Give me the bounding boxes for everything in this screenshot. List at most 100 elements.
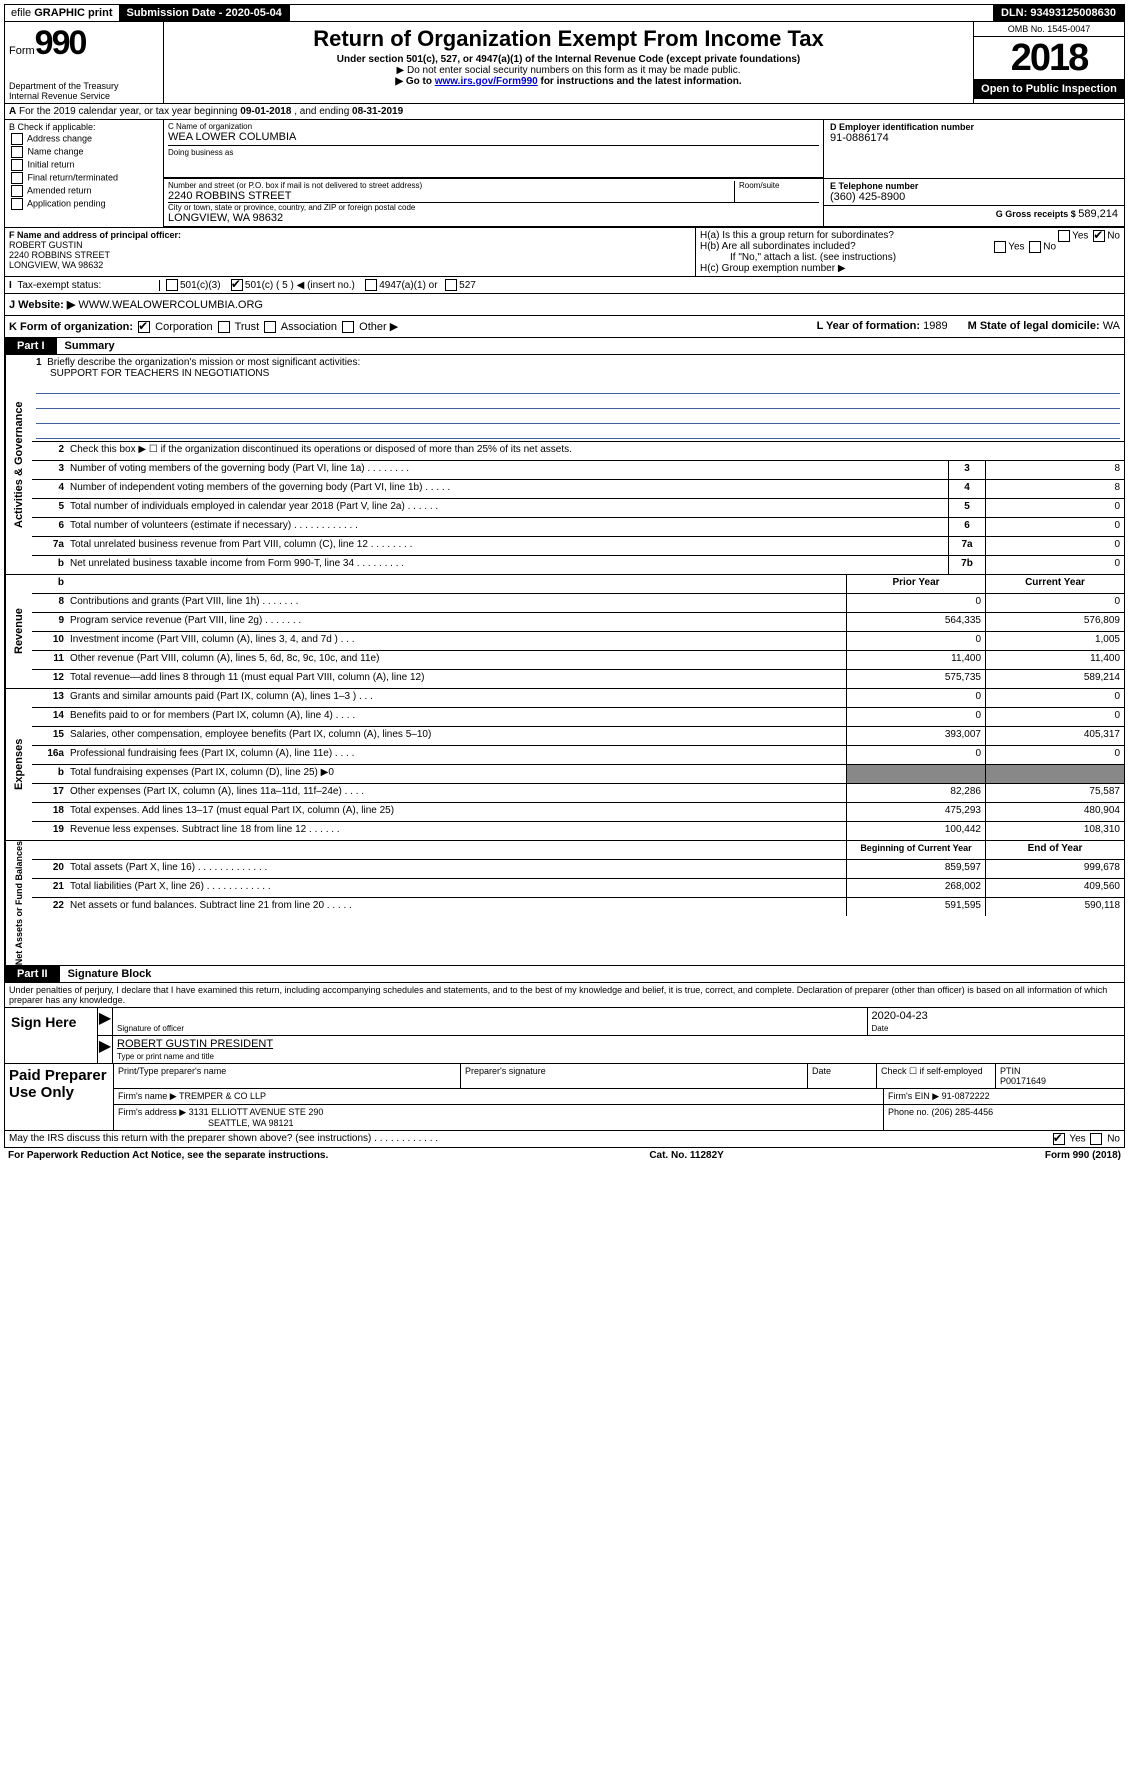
state-domicile: WA <box>1103 320 1120 332</box>
rev-row-9: 9Program service revenue (Part VIII, lin… <box>32 613 1124 632</box>
form-number: Form990 <box>9 24 159 63</box>
box-de: D Employer identification number 91-0886… <box>823 120 1124 178</box>
dba-label: Doing business as <box>168 148 819 157</box>
gross-receipts-label: G Gross receipts $ <box>996 209 1079 219</box>
tax-year-begin: 09-01-2018 <box>240 106 291 117</box>
gov-row-7a: 7aTotal unrelated business revenue from … <box>32 537 1124 556</box>
check-application-pending[interactable]: Application pending <box>9 198 159 210</box>
box-c-container: C Name of organization WEA LOWER COLUMBI… <box>164 120 1124 227</box>
part2-title: Signature Block <box>60 966 160 982</box>
perjury-statement: Under penalties of perjury, I declare th… <box>4 983 1125 1008</box>
check-527[interactable] <box>445 279 457 291</box>
line-a-text2: , and ending <box>294 106 352 117</box>
net-row-20: 20Total assets (Part X, line 16) . . . .… <box>32 860 1124 879</box>
line-a-text: For the 2019 calendar year, or tax year … <box>19 106 240 117</box>
check-amended-return[interactable]: Amended return <box>9 185 159 197</box>
check-501c3[interactable] <box>166 279 178 291</box>
officer-sign-name-label: Type or print name and title <box>117 1052 1120 1061</box>
row-fh: F Name and address of principal officer:… <box>4 228 1125 277</box>
check-corporation[interactable] <box>138 321 150 333</box>
form-990-number: 990 <box>35 24 86 62</box>
mission-question: Briefly describe the organization's miss… <box>47 357 360 368</box>
check-trust[interactable] <box>218 321 230 333</box>
dln-label: DLN: <box>1001 7 1030 19</box>
check-initial-return[interactable]: Initial return <box>9 159 159 171</box>
opt-corp: Corporation <box>155 321 212 333</box>
boy-header: Beginning of Current Year <box>846 841 985 859</box>
officer-label: F Name and address of principal officer: <box>9 230 691 240</box>
row-i: I Tax-exempt status: 501(c)(3) 501(c) ( … <box>4 277 1125 294</box>
check-final-return[interactable]: Final return/terminated <box>9 172 159 184</box>
dept-treasury: Department of the Treasury Internal Reve… <box>9 81 159 101</box>
check-501c[interactable] <box>231 279 243 291</box>
efile-label: efile GRAPHIC print <box>5 5 119 21</box>
exp-row-13: 13Grants and similar amounts paid (Part … <box>32 689 1124 708</box>
discuss-yes: Yes <box>1069 1134 1085 1145</box>
discuss-no-check[interactable] <box>1090 1133 1102 1145</box>
part2-header: Part II Signature Block <box>4 966 1125 983</box>
cat-number: Cat. No. 11282Y <box>328 1150 1045 1161</box>
footer-bottom: For Paperwork Reduction Act Notice, see … <box>4 1148 1125 1163</box>
sign-block: Sign Here ▶ Signature of officer 2020-04… <box>4 1008 1125 1064</box>
self-employed-check[interactable]: Check ☐ if self-employed <box>877 1064 996 1088</box>
revenue-label: Revenue <box>5 575 32 688</box>
phone-label: E Telephone number <box>830 181 1118 191</box>
website-value: WWW.WEALOWERCOLUMBIA.ORG <box>78 299 263 311</box>
hb-yes[interactable]: Yes <box>1008 242 1024 253</box>
dba-value <box>168 157 819 169</box>
sign-date-label: Date <box>872 1024 1121 1033</box>
dln-box: DLN: 93493125008630 <box>993 5 1124 21</box>
prior-year-header: Prior Year <box>846 575 985 593</box>
year-formation: 1989 <box>923 320 947 332</box>
check-association[interactable] <box>264 321 276 333</box>
form-header: Form990 Department of the Treasury Inter… <box>4 22 1125 104</box>
form-prefix: Form <box>9 45 35 57</box>
exp-row-17: 17Other expenses (Part IX, column (A), l… <box>32 784 1124 803</box>
footer-discuss: May the IRS discuss this return with the… <box>4 1131 1125 1148</box>
exp-row-15: 15Salaries, other compensation, employee… <box>32 727 1124 746</box>
ptin-label: PTIN <box>1000 1066 1120 1076</box>
gov-row-b: bNet unrelated business taxable income f… <box>32 556 1124 574</box>
signature-label: Signature of officer <box>117 1024 863 1033</box>
firm-ein: 91-0872222 <box>942 1091 990 1101</box>
ha-no[interactable]: No <box>1107 231 1120 242</box>
check-4947[interactable] <box>365 279 377 291</box>
line-a: A For the 2019 calendar year, or tax yea… <box>4 104 1125 120</box>
state-domicile-label: M State of legal domicile: <box>968 320 1103 332</box>
check-address-change[interactable]: Address change <box>9 133 159 145</box>
part1-tab: Part I <box>5 338 57 354</box>
addr-label: Number and street (or P.O. box if mail i… <box>168 181 734 190</box>
gov-row-4: 4Number of independent voting members of… <box>32 480 1124 499</box>
section-expenses: Expenses 13Grants and similar amounts pa… <box>4 689 1125 841</box>
city-value: LONGVIEW, WA 98632 <box>168 212 819 224</box>
submission-date-value: 2020-05-04 <box>226 7 282 19</box>
irs-link[interactable]: www.irs.gov/Form990 <box>435 76 538 87</box>
exp-row-18: 18Total expenses. Add lines 13–17 (must … <box>32 803 1124 822</box>
officer-addr2: LONGVIEW, WA 98632 <box>9 260 691 270</box>
box-b: B Check if applicable: Address change Na… <box>5 120 164 227</box>
officer-sign-name: ROBERT GUSTIN PRESIDENT <box>117 1038 1120 1052</box>
open-to-public: Open to Public Inspection <box>974 79 1124 99</box>
preparer-block: Paid Preparer Use Only Print/Type prepar… <box>4 1064 1125 1131</box>
ein-value: 91-0886174 <box>830 132 1118 144</box>
city-label: City or town, state or province, country… <box>168 203 819 212</box>
part1-title: Summary <box>57 338 123 354</box>
part1-header: Part I Summary <box>4 338 1125 355</box>
dln-value: 93493125008630 <box>1030 7 1116 19</box>
prep-name-label: Print/Type preparer's name <box>114 1064 461 1088</box>
efile-print[interactable]: print <box>88 7 112 19</box>
rev-row-12: 12Total revenue—add lines 8 through 11 (… <box>32 670 1124 688</box>
check-other[interactable] <box>342 321 354 333</box>
discuss-yes-check[interactable] <box>1053 1133 1065 1145</box>
hb-no[interactable]: No <box>1043 242 1056 253</box>
current-year-header: Current Year <box>985 575 1124 593</box>
ha-yes[interactable]: Yes <box>1072 231 1088 242</box>
discuss-question: May the IRS discuss this return with the… <box>9 1133 1051 1145</box>
ptin-value: P00171649 <box>1000 1076 1120 1086</box>
dept-label: Department of the Treasury <box>9 81 159 91</box>
org-name-label: C Name of organization <box>168 122 819 131</box>
row-k: K Form of organization: Corporation Trus… <box>4 316 1125 338</box>
sign-arrow-icon: ▶ <box>98 1008 112 1035</box>
check-name-change[interactable]: Name change <box>9 146 159 158</box>
opt-501c: 501(c) ( 5 ) ◀ (insert no.) <box>245 280 355 291</box>
